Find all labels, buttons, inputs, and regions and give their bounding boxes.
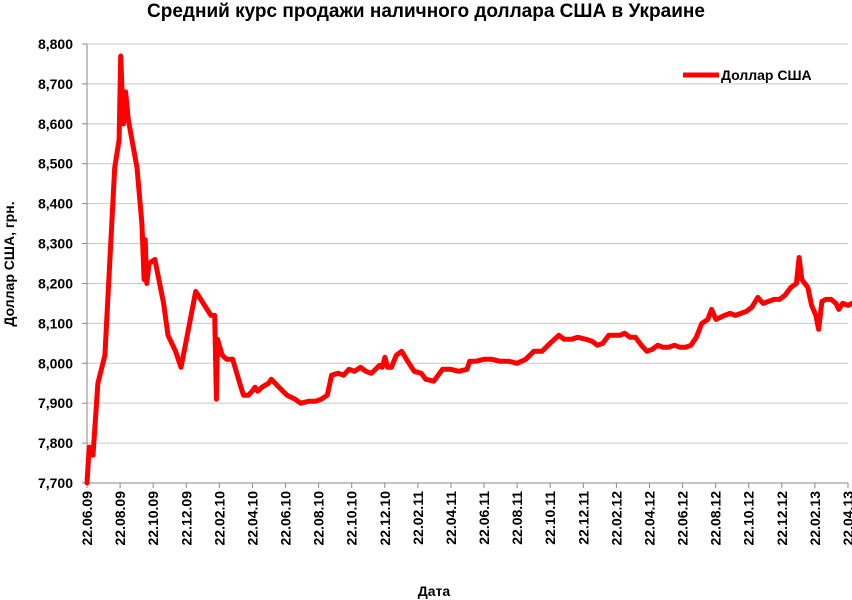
x-axis-ticks: 22.06.09 22.08.09 22.10.09 22.12.09 22.02.10… [79,483,852,546]
y-tick-label: 8,600 [38,116,73,132]
y-tick-label: 8,100 [38,315,73,331]
x-tick-label: 22.12.09 [178,491,194,546]
x-tick-label: 22.04.12 [641,491,657,546]
x-tick-label: 22.04.10 [244,491,260,546]
x-tick-label: 22.06.09 [79,491,95,546]
legend-label: Доллар США [721,67,812,83]
y-tick-label: 8,800 [38,36,73,52]
gridlines [87,43,848,444]
y-axis-label: Доллар США, грн. [1,201,17,326]
x-tick-label: 22.06.11 [476,491,492,545]
y-tick-label: 8,000 [38,355,73,371]
x-tick-label: 22.10.12 [741,491,757,546]
x-tick-label: 22.04.13 [840,491,852,546]
y-tick-label: 7,700 [38,475,73,491]
x-tick-label: 22.12.12 [774,491,790,546]
y-tick-label: 7,800 [38,435,73,451]
x-axis-label: Дата [418,583,451,599]
x-tick-label: 22.10.09 [145,491,161,546]
x-tick-label: 22.02.10 [211,491,227,546]
chart-title: Средний курс продажи наличного доллара С… [147,1,705,22]
x-tick-label: 22.10.10 [344,491,360,546]
x-tick-label: 22.02.13 [807,491,823,546]
x-tick-label: 22.08.09 [112,491,128,546]
x-tick-label: 22.12.11 [575,491,591,545]
x-tick-label: 22.02.12 [608,491,624,546]
x-tick-label: 22.06.12 [675,491,691,546]
y-tick-label: 8,300 [38,236,73,252]
y-tick-label: 8,500 [38,156,73,172]
x-tick-label: 22.08.11 [509,491,525,545]
x-tick-label: 22.08.12 [708,491,724,546]
x-tick-label: 22.06.10 [278,491,294,546]
y-tick-label: 8,400 [38,196,73,212]
x-tick-label: 22.04.11 [443,491,459,545]
x-tick-label: 22.10.11 [542,491,558,545]
legend: Доллар США [683,67,812,83]
x-tick-label: 22.12.10 [377,491,393,546]
x-tick-label: 22.08.10 [311,491,327,546]
y-axis-ticks: 7,700 7,800 7,900 8,000 8,100 8,200 8,300 8,400… [38,36,87,491]
series-line [84,53,852,486]
y-tick-label: 8,200 [38,275,73,291]
series [84,53,852,486]
y-tick-label: 8,700 [38,76,73,92]
x-tick-label: 22.02.11 [410,491,426,545]
y-tick-label: 7,900 [38,395,73,411]
axes [86,44,848,484]
